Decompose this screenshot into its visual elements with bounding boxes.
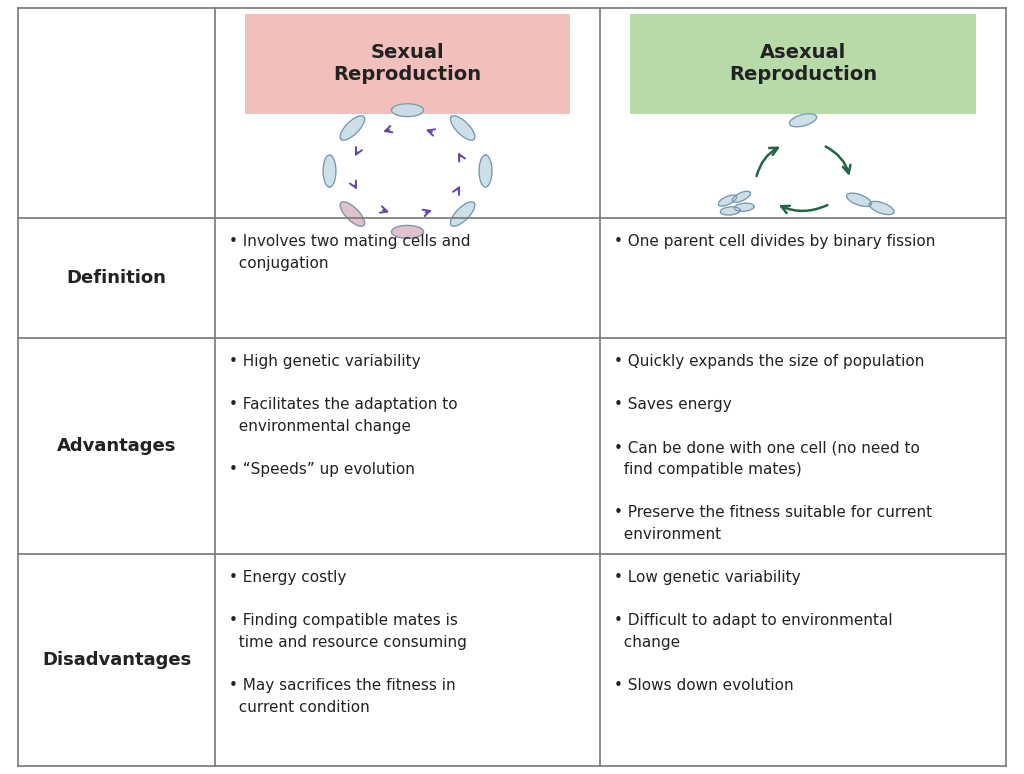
Text: Disadvantages: Disadvantages bbox=[42, 651, 191, 669]
Text: Sexual
Reproduction: Sexual Reproduction bbox=[334, 43, 481, 84]
Polygon shape bbox=[734, 204, 754, 211]
Polygon shape bbox=[451, 202, 475, 226]
Polygon shape bbox=[869, 201, 894, 214]
Polygon shape bbox=[718, 195, 736, 206]
Polygon shape bbox=[391, 104, 424, 117]
Polygon shape bbox=[720, 207, 740, 215]
Bar bbox=[630, 14, 976, 114]
Text: • Quickly expands the size of population

• Saves energy

• Can be done with one: • Quickly expands the size of population… bbox=[614, 354, 932, 542]
Polygon shape bbox=[324, 155, 336, 187]
Polygon shape bbox=[340, 116, 365, 140]
Polygon shape bbox=[732, 191, 751, 202]
Text: Asexual
Reproduction: Asexual Reproduction bbox=[729, 43, 878, 84]
Polygon shape bbox=[340, 202, 365, 226]
Text: • High genetic variability

• Facilitates the adaptation to
  environmental chan: • High genetic variability • Facilitates… bbox=[229, 354, 458, 477]
Text: • Involves two mating cells and
  conjugation: • Involves two mating cells and conjugat… bbox=[229, 234, 470, 271]
Text: • One parent cell divides by binary fission: • One parent cell divides by binary fiss… bbox=[614, 234, 935, 249]
Text: Definition: Definition bbox=[67, 269, 167, 287]
Polygon shape bbox=[391, 225, 424, 238]
Text: • Energy costly

• Finding compatible mates is
  time and resource consuming

• : • Energy costly • Finding compatible mat… bbox=[229, 570, 467, 714]
Text: • Low genetic variability

• Difficult to adapt to environmental
  change

• Slo: • Low genetic variability • Difficult to… bbox=[614, 570, 893, 693]
Text: Advantages: Advantages bbox=[56, 437, 176, 455]
Bar bbox=[245, 14, 570, 114]
Polygon shape bbox=[451, 116, 475, 140]
Polygon shape bbox=[790, 114, 816, 127]
Polygon shape bbox=[479, 155, 492, 187]
Polygon shape bbox=[847, 194, 871, 207]
